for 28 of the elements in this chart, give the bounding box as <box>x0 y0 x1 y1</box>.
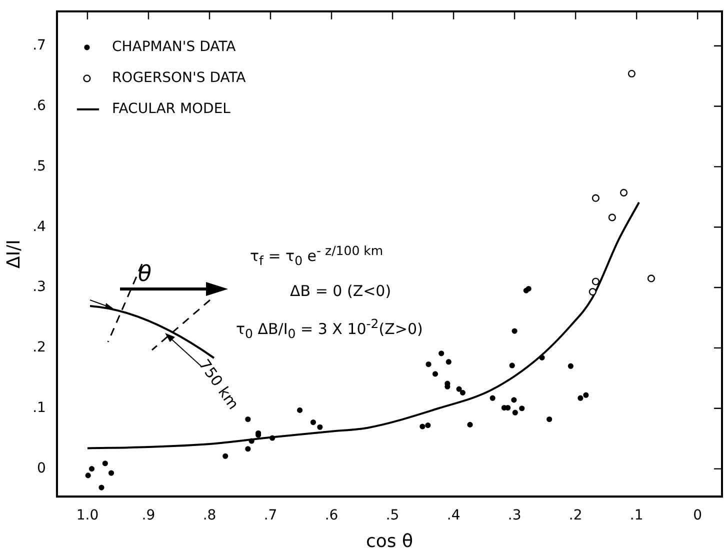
x-tick-label: 1.0 <box>76 508 99 524</box>
annotation: τ$_{f}$ = τ$_{0}$ e$^{- z/100 km}$ <box>250 243 384 268</box>
legend-label: ROGERSON'S DATA <box>112 70 246 86</box>
y-tick-label: .2 <box>32 340 46 356</box>
x-tick-label: .9 <box>142 508 156 524</box>
x-tick-label: .6 <box>324 508 338 524</box>
legend-label: FACULAR MODEL <box>112 101 231 118</box>
y-tick-label: 0 <box>37 460 46 476</box>
x-tick-label: .3 <box>508 508 522 524</box>
x-tick-label: .5 <box>386 508 400 524</box>
annotation: τ$_{0}$ ΔB/I$_{0}$ = 3 X 10$^{-2}$(Z>0) <box>236 316 423 341</box>
y-tick-label: .6 <box>32 98 46 114</box>
y-tick-label: .7 <box>32 37 46 54</box>
x-tick-label: .4 <box>446 508 460 524</box>
x-tick-label: .1 <box>630 508 644 524</box>
x-tick-label: .8 <box>202 508 216 524</box>
annotation: ΔB = 0 (Z<0) <box>290 282 392 300</box>
x-tick-label: .7 <box>264 508 278 524</box>
x-axis-title: cos θ <box>366 530 413 552</box>
y-tick-label: .4 <box>32 218 46 235</box>
x-tick-label: 0 <box>693 508 702 524</box>
x-tick-label: .2 <box>568 508 582 524</box>
y-tick-label: .5 <box>32 158 46 174</box>
y-tick-label: .3 <box>32 279 46 296</box>
legend-label: CHAPMAN'S DATA <box>112 39 236 56</box>
y-axis-title: ΔI/I <box>3 240 24 268</box>
y-tick-label: .1 <box>32 400 46 416</box>
annotation: θ <box>138 262 152 287</box>
